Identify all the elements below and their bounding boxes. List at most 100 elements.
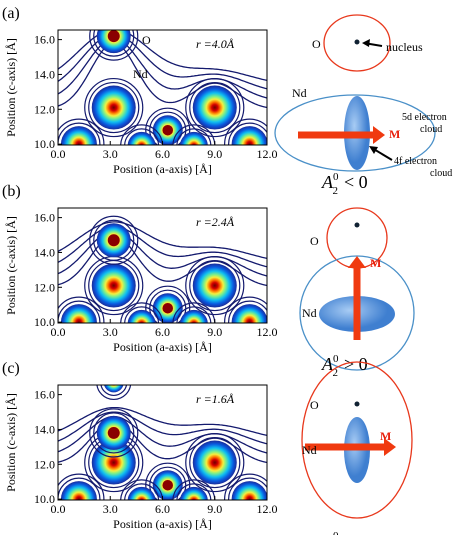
x-tick-label: 12.0 xyxy=(257,147,278,161)
contour-ring xyxy=(124,483,160,500)
contour-ring xyxy=(58,118,105,145)
y-tick-label: 10.0 xyxy=(34,492,55,506)
contour-line xyxy=(58,225,267,268)
x-tick-label: 12.0 xyxy=(257,502,278,516)
text-part: < 0 xyxy=(344,172,368,192)
contour-ring xyxy=(84,77,144,138)
x-tick-label: 6.0 xyxy=(155,147,170,161)
contour-ring xyxy=(93,30,135,57)
contour-ring xyxy=(120,302,164,323)
contour-ring xyxy=(224,473,267,500)
contour-line xyxy=(58,221,267,260)
contour-ring xyxy=(88,81,140,134)
density xyxy=(192,440,237,485)
text-part: > 0 xyxy=(344,354,368,374)
contour-ring xyxy=(58,122,101,145)
density-core xyxy=(107,426,120,439)
contour-ring xyxy=(224,296,267,323)
contour-ring xyxy=(124,306,160,323)
oxygen-cloud xyxy=(301,361,413,519)
radius-label: r =4.0Å xyxy=(196,37,235,51)
contour-ring xyxy=(93,412,135,454)
moment-arrowhead xyxy=(348,256,366,268)
moment-label: M xyxy=(380,429,391,443)
contour-ring xyxy=(145,107,191,145)
contour-ring xyxy=(58,300,101,323)
contour-plot xyxy=(57,207,268,324)
y-tick-label: 12.0 xyxy=(34,102,55,116)
radius-label: r =2.4Å xyxy=(196,215,235,229)
x-tick-label: 9.0 xyxy=(207,147,222,161)
contour-ring xyxy=(228,300,267,323)
contour-ring xyxy=(149,466,187,500)
density xyxy=(231,481,267,500)
y-tick-label: 10.0 xyxy=(34,137,55,151)
contour-area xyxy=(58,30,267,145)
contour-ring xyxy=(145,462,191,500)
density xyxy=(60,304,97,323)
density xyxy=(179,309,208,323)
text-part: 0 xyxy=(333,530,339,535)
y-tick-label: 16.0 xyxy=(34,33,55,47)
contour-ring xyxy=(172,124,216,145)
density-core xyxy=(162,479,173,491)
x-tick-label: 12.0 xyxy=(257,325,278,339)
text-part: A xyxy=(321,531,334,535)
pointer-head xyxy=(369,146,378,154)
atom-label: Nd xyxy=(133,67,148,81)
density xyxy=(127,486,156,500)
text-part: 0 xyxy=(333,353,339,365)
nd-label: Nd xyxy=(292,86,307,100)
y-tick-label: 12.0 xyxy=(34,457,55,471)
nucleus-label: nucleus xyxy=(386,40,423,54)
density xyxy=(231,304,267,323)
density-core xyxy=(162,124,173,136)
y-tick-label: 16.0 xyxy=(34,388,55,402)
contour-ring xyxy=(176,483,212,500)
contour-ring xyxy=(89,215,139,265)
contour-ring xyxy=(224,118,267,145)
cloud-4f-label: cloud xyxy=(430,168,452,179)
nucleus-dot xyxy=(354,401,360,407)
contour-ring xyxy=(149,289,187,323)
contour-line xyxy=(58,37,267,99)
formula: A0 2 > 0 xyxy=(321,353,368,379)
contour-ring xyxy=(189,436,241,489)
contour-ring xyxy=(228,122,267,145)
contour-plot xyxy=(57,384,268,501)
density-core xyxy=(107,30,120,43)
panel-label: (a) xyxy=(2,5,20,22)
contour-ring xyxy=(58,296,105,323)
y-tick-label: 14.0 xyxy=(34,245,55,259)
x-tick-label: 0.0 xyxy=(51,147,66,161)
text-part: 2 xyxy=(333,367,339,379)
density xyxy=(192,85,237,130)
contour-ring xyxy=(89,30,139,61)
cloud-5d-label: 5d electron xyxy=(402,112,447,123)
x-tick-label: 6.0 xyxy=(155,502,170,516)
moment-arrowhead xyxy=(384,438,396,456)
formula: A0 2 < 0 xyxy=(321,171,368,197)
o-label: O xyxy=(310,234,319,248)
contour-area xyxy=(58,208,267,323)
contour-ring xyxy=(189,259,241,312)
contour-ring xyxy=(228,477,267,500)
o-label: O xyxy=(310,398,319,412)
text-part: A xyxy=(321,172,334,192)
panel-label: (c) xyxy=(2,360,20,377)
y-tick-label: 12.0 xyxy=(34,280,55,294)
contour-ring xyxy=(124,128,160,145)
contour-line xyxy=(58,406,267,437)
o-label: O xyxy=(312,37,321,51)
text-part: 2 xyxy=(333,185,339,197)
y-axis-label: Position (c-axis) [Å] xyxy=(4,216,18,315)
density xyxy=(60,481,97,500)
contour-ring xyxy=(96,385,132,401)
contour-ring xyxy=(100,385,128,397)
contour-plot xyxy=(57,29,268,146)
density xyxy=(91,85,136,130)
x-tick-label: 6.0 xyxy=(155,325,170,339)
contour-ring xyxy=(185,432,245,493)
nucleus-dot xyxy=(354,222,360,228)
